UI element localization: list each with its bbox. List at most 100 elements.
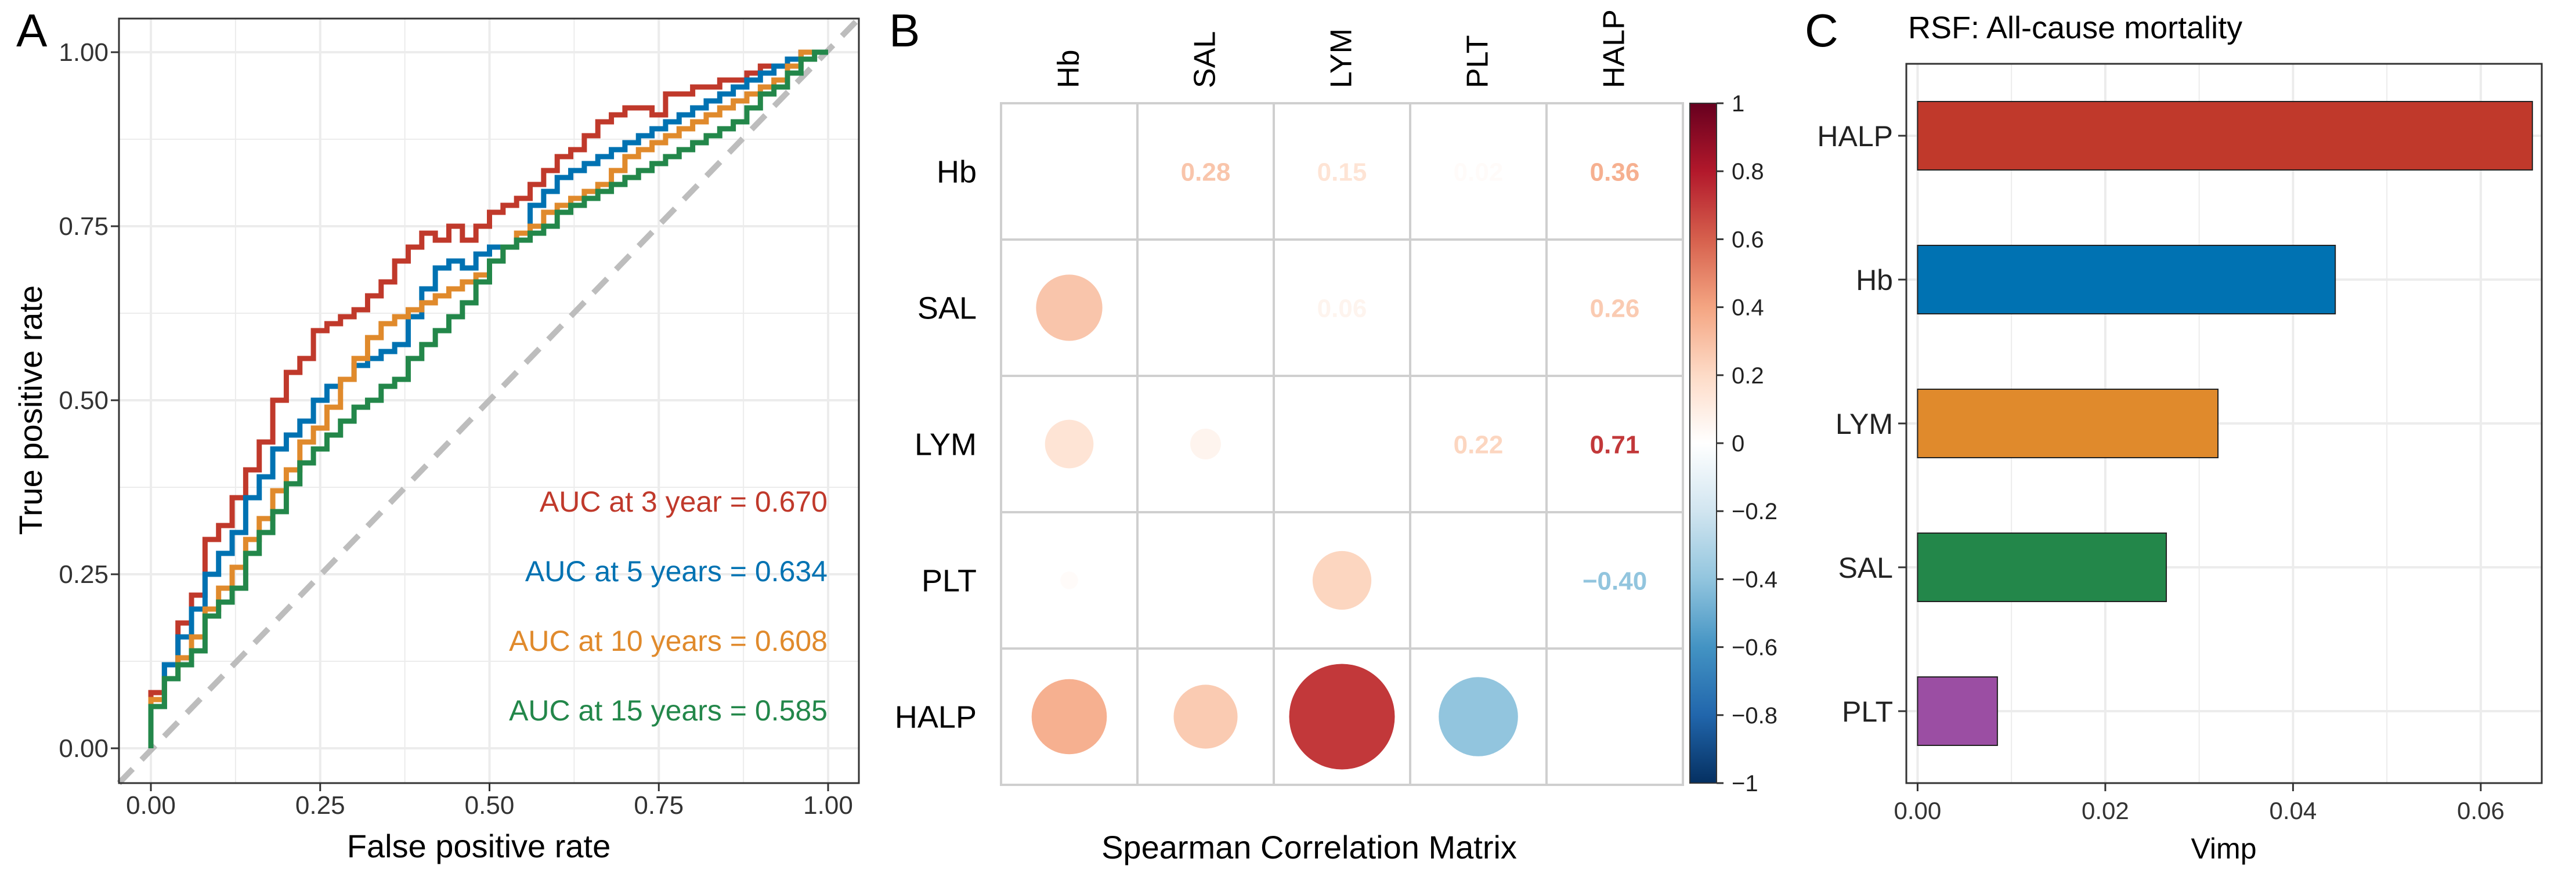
correlation-cell xyxy=(1409,511,1548,650)
correlation-cell xyxy=(1273,375,1411,513)
roc-reference-diagonal xyxy=(117,16,861,785)
correlation-cell xyxy=(1545,511,1684,650)
roc-x-tick-label: 0.25 xyxy=(295,791,345,820)
correlation-row-label: HALP xyxy=(895,700,977,735)
colorbar-tick-label: 0.8 xyxy=(1732,159,1764,184)
correlation-circle xyxy=(1045,419,1094,469)
roc-y-tick-label: 0.75 xyxy=(59,212,109,241)
panel-c-letter: C xyxy=(1805,5,1838,56)
correlation-column-label: SAL xyxy=(1188,31,1222,88)
correlation-circle xyxy=(1289,664,1395,770)
roc-legend-entry-green: AUC at 15 years = 0.585 xyxy=(509,694,828,727)
correlation-row-label: LYM xyxy=(915,428,977,462)
correlation-cell xyxy=(1273,102,1411,241)
vimp-x-tick-label: 0.06 xyxy=(2457,797,2505,824)
roc-legend-entry-blue: AUC at 5 years = 0.634 xyxy=(525,555,828,588)
correlation-cell xyxy=(1000,102,1139,241)
correlation-row-labels: Hb SAL LYM PLT HALP xyxy=(895,155,977,735)
vimp-y-tick-label: HALP xyxy=(1817,120,1893,153)
colorbar-tick-label: 0.2 xyxy=(1732,363,1764,389)
roc-curve-orange xyxy=(148,49,828,748)
correlation-value-label: 0.02 xyxy=(1454,158,1504,187)
correlation-circle xyxy=(1190,429,1221,459)
roc-legend-entry-orange: AUC at 10 years = 0.608 xyxy=(509,625,828,657)
roc-x-tick-label: 1.00 xyxy=(803,791,853,820)
vimp-bar-halp xyxy=(1917,101,2533,171)
correlation-value-label: 0.15 xyxy=(1317,158,1367,187)
roc-x-tick-label: 0.00 xyxy=(126,791,176,820)
correlation-cells: 0.28 0.15 0.02 0.36 0.06 0.26 0.22 0.71 −0.40 xyxy=(1000,102,1684,786)
correlation-matrix: 0.28 0.15 0.02 0.360.06 0.260.22 0.71−0.40 Hb… xyxy=(895,9,1777,865)
vimp-y-tick-label: LYM xyxy=(1836,408,1893,440)
correlation-column-label: PLT xyxy=(1461,35,1495,88)
colorbar-tick-label: −0.8 xyxy=(1732,703,1777,729)
vimp-bar-plt xyxy=(1917,676,1998,746)
roc-legend-entry-red: AUC at 3 year = 0.670 xyxy=(540,486,828,518)
roc-x-axis: 0.00 0.25 0.50 0.75 1.00 xyxy=(126,783,853,820)
correlation-row-label: Hb xyxy=(937,155,977,190)
roc-curve-red xyxy=(148,49,828,748)
correlation-cell xyxy=(1136,511,1275,650)
panel-a-letter: A xyxy=(16,5,48,56)
vimp-chart-title: RSF: All-cause mortality xyxy=(1908,10,2242,45)
roc-y-tick-label: 1.00 xyxy=(59,38,109,67)
correlation-value-label: 0.28 xyxy=(1181,158,1231,187)
correlation-cell xyxy=(1545,647,1684,786)
correlation-cell xyxy=(1545,238,1684,377)
vimp-y-axis: HALP Hb LYM SAL PLT xyxy=(1817,120,1906,728)
roc-y-axis-label: True positive rate xyxy=(12,285,49,535)
vimp-x-axis: 0.00 0.02 0.04 0.06 xyxy=(1894,783,2505,824)
vimp-bar-lym xyxy=(1917,389,2219,458)
roc-curve-blue xyxy=(148,49,828,748)
panel-b-letter: B xyxy=(889,5,920,56)
correlation-value-label: 0.06 xyxy=(1317,295,1367,323)
correlation-matrix-title: Spearman Correlation Matrix xyxy=(1101,829,1517,865)
colorbar-tick-label: 1 xyxy=(1732,91,1744,117)
roc-x-tick-label: 0.75 xyxy=(634,791,684,820)
colorbar-tick-label: 0 xyxy=(1732,431,1744,457)
correlation-value-label: 0.26 xyxy=(1590,295,1640,323)
vimp-bar-sal xyxy=(1917,533,2167,602)
roc-y-tick-label: 0.00 xyxy=(59,734,109,763)
correlation-column-label: LYM xyxy=(1325,28,1359,88)
correlation-value-label: 0.71 xyxy=(1590,431,1640,459)
correlation-circle xyxy=(1031,679,1107,755)
vimp-y-tick-label: Hb xyxy=(1856,264,1893,296)
correlation-circle xyxy=(1312,550,1372,610)
correlation-cell xyxy=(1136,102,1275,241)
correlation-circle xyxy=(1439,677,1518,756)
roc-chart: 0.00 0.25 0.50 0.75 1.00 0.00 0.25 0.50 0.75 1.0… xyxy=(12,16,861,864)
colorbar-tick-label: −0.6 xyxy=(1732,635,1777,661)
correlation-row-label: SAL xyxy=(917,291,977,326)
correlation-cell xyxy=(1545,102,1684,241)
roc-x-tick-label: 0.50 xyxy=(465,791,515,820)
roc-curve-green xyxy=(148,49,828,748)
correlation-circle xyxy=(1173,684,1238,749)
vimp-x-tick-label: 0.02 xyxy=(2082,797,2129,824)
correlation-row-label: PLT xyxy=(922,564,977,599)
correlation-column-label: HALP xyxy=(1598,9,1631,88)
correlation-cell xyxy=(1545,375,1684,513)
correlation-value-label: −0.40 xyxy=(1583,567,1647,596)
roc-y-tick-label: 0.25 xyxy=(59,560,109,589)
correlation-cell xyxy=(1409,102,1548,241)
roc-curves xyxy=(148,49,828,748)
correlation-colorbar: 1 0.8 0.6 0.4 0.2 0 −0.2 −0.4 −0.6 −0.8 −1 xyxy=(1689,91,1777,796)
vimp-x-axis-label: Vimp xyxy=(2191,832,2256,865)
colorbar-tick-label: −0.4 xyxy=(1732,567,1777,592)
colorbar-tick-label: 0.4 xyxy=(1732,295,1764,321)
vimp-x-tick-label: 0.04 xyxy=(2270,797,2317,824)
vimp-bars xyxy=(1917,101,2533,746)
roc-y-axis: 0.00 0.25 0.50 0.75 1.00 xyxy=(59,38,119,763)
colorbar-tick-label: −0.2 xyxy=(1732,499,1777,524)
vimp-y-tick-label: SAL xyxy=(1838,552,1893,584)
correlation-circle xyxy=(1060,571,1078,589)
correlation-cell xyxy=(1136,238,1275,377)
vimp-y-tick-label: PLT xyxy=(1842,695,1893,728)
correlation-value-label: 0.36 xyxy=(1590,158,1640,187)
correlation-column-label: Hb xyxy=(1052,50,1086,88)
colorbar-bar xyxy=(1689,103,1717,784)
roc-x-axis-label: False positive rate xyxy=(347,828,610,864)
correlation-circle xyxy=(1036,274,1103,341)
